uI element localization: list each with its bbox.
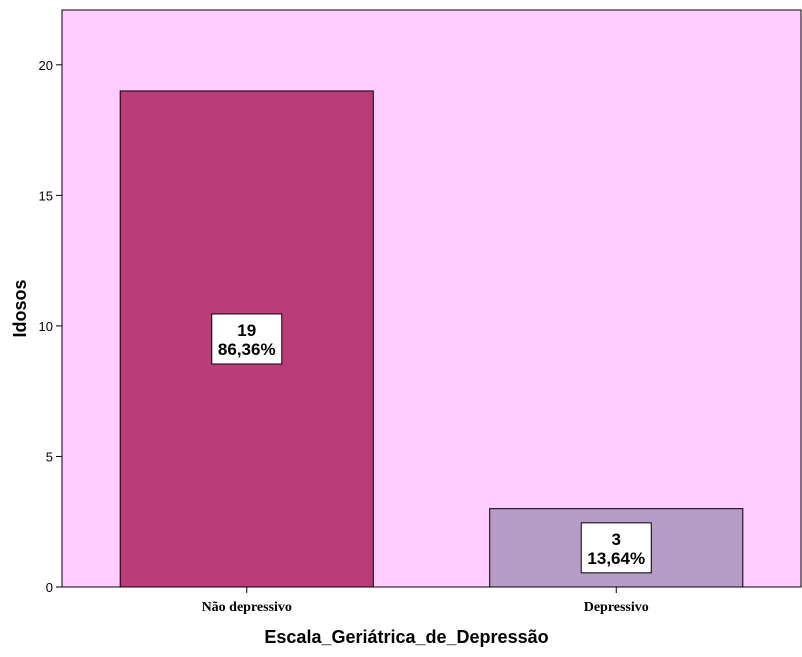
y-tick-label-15: 15 [39,188,53,203]
y-tick-label-0: 0 [46,580,53,595]
y-tick-label-10: 10 [39,319,53,334]
data-label-percent-depressivo: 13,64% [587,549,645,568]
x-axis-title: Escala_Geriátrica_de_Depressão [264,627,548,647]
data-label-box-nao-depressivo [211,313,283,365]
data-label-box-depressivo [580,522,652,574]
x-tick-label-nao-depressivo: Não depressivo [202,600,292,615]
y-tick-label-20: 20 [39,58,53,73]
data-label-count-depressivo: 3 [612,530,621,549]
y-tick-label-5: 5 [46,449,53,464]
data-label-count-nao-depressivo: 19 [237,321,256,340]
data-label-percent-nao-depressivo: 86,36% [218,340,276,359]
y-axis-title: Idosos [10,279,30,337]
x-tick-label-depressivo: Depressivo [584,600,649,615]
